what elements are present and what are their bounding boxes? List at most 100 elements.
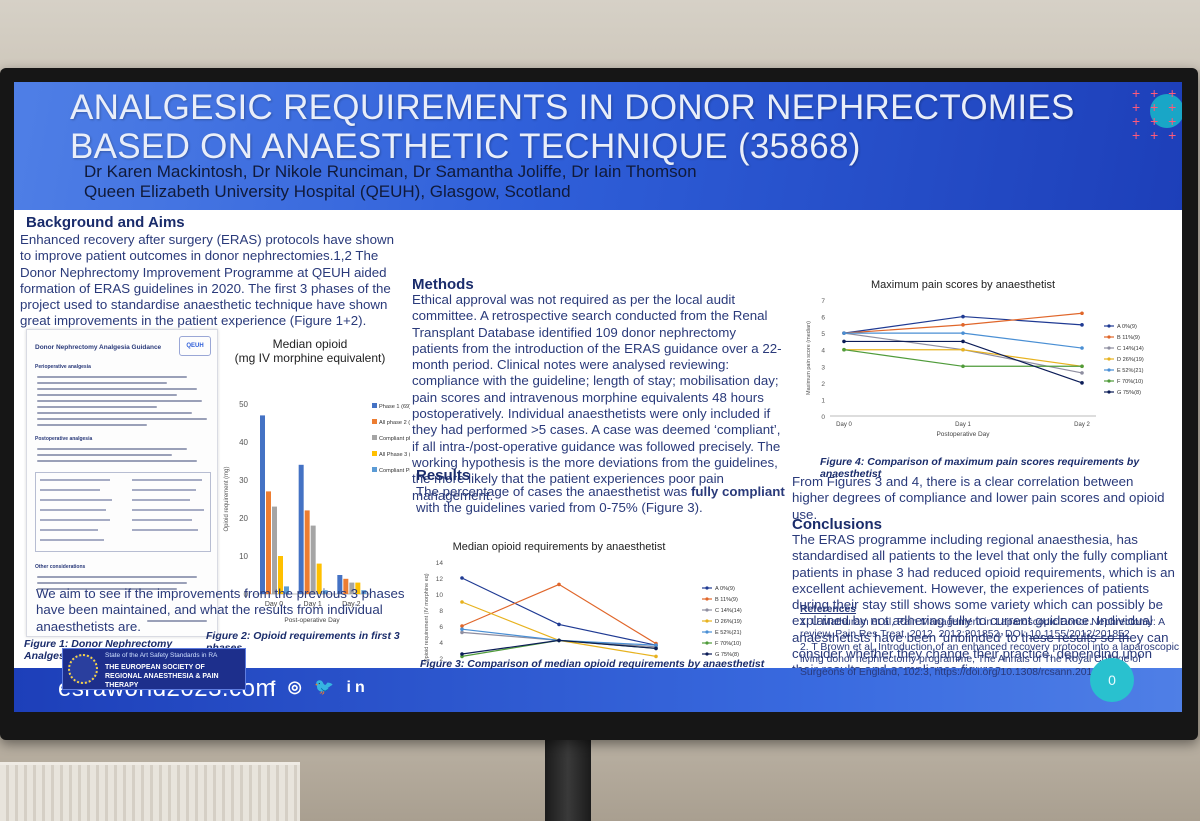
x-tick-label: Day 1 — [304, 601, 322, 608]
y-tick-label: 3 — [821, 364, 825, 371]
legend-swatch — [372, 403, 377, 408]
data-point — [842, 339, 846, 344]
y-tick-label: 7 — [821, 298, 825, 305]
bar — [349, 582, 355, 594]
legend-label: A 0%(9) — [715, 586, 735, 592]
y-axis-label: Opioid requirement (IV morphine eq) — [424, 573, 430, 662]
opioid-phases-chart: Median opioid(mg IV morphine equivalent)… — [224, 337, 410, 624]
x-tick-label: Day 2 — [342, 601, 360, 608]
data-point — [1080, 323, 1084, 327]
legend-label: All Phase 3 (41) — [379, 452, 410, 458]
y-tick-label: 5 — [821, 331, 825, 338]
bar — [361, 590, 367, 594]
poster-footer: esraworld2023.com f ◎ 🐦 in — [14, 668, 1182, 712]
poster-header: ANALGESIC REQUIREMENTS IN DONOR NEPHRECT… — [14, 82, 1182, 210]
x-tick-label: Day 2 — [1074, 422, 1090, 428]
data-point — [961, 364, 965, 369]
data-point — [460, 624, 464, 628]
legend-marker — [705, 608, 709, 612]
y-tick-label: 10 — [239, 552, 248, 561]
data-point — [557, 622, 561, 627]
background-wall — [0, 0, 1200, 70]
legend-label: All phase 2 (18) — [379, 420, 410, 426]
legend-label: E 52%(21) — [1117, 368, 1144, 374]
legend-marker — [705, 641, 709, 645]
legend-marker — [1107, 379, 1111, 383]
chart-title-line-2: (mg IV morphine equivalent) — [235, 351, 386, 365]
fully-compliant-emphasis: fully compliant — [690, 484, 785, 499]
decorative-circle-icon — [1150, 94, 1182, 128]
conclusions-heading: Conclusions — [792, 516, 883, 533]
chart-title: Maximum pain scores by anaesthetist — [871, 279, 1055, 291]
data-point — [842, 347, 846, 352]
data-point — [460, 627, 464, 631]
legend-marker — [1107, 324, 1111, 328]
data-point — [961, 347, 965, 352]
y-tick-label: 1 — [821, 397, 825, 404]
legend-label: F 70%(10) — [715, 641, 741, 647]
data-point — [961, 323, 965, 327]
bar — [304, 510, 310, 594]
bar — [310, 525, 316, 594]
legend-label: Compliant phase 2 (13) — [379, 436, 410, 442]
legend-swatch — [372, 435, 377, 440]
data-point — [460, 600, 464, 604]
figure-4-caption: Figure 4: Comparison of maximum pain sco… — [820, 456, 1140, 480]
legend-swatch — [372, 451, 377, 456]
methods-heading: Methods — [412, 276, 474, 293]
legend-label: A 0%(9) — [1117, 324, 1137, 330]
esra-website-link[interactable]: esraworld2023.com — [58, 675, 276, 702]
bar — [337, 575, 343, 594]
y-tick-label: 20 — [239, 514, 248, 523]
y-tick-label: 6 — [439, 624, 443, 631]
data-point — [1080, 346, 1084, 350]
data-point — [1080, 381, 1084, 385]
y-tick-label: 30 — [239, 476, 248, 485]
legend-label: Compliant Phase 3 (9) — [379, 468, 410, 474]
legend-marker — [705, 652, 709, 656]
data-point — [460, 630, 464, 635]
monitor-bezel: ANALGESIC REQUIREMENTS IN DONOR NEPHRECT… — [0, 68, 1198, 740]
y-tick-label: 8 — [439, 608, 443, 615]
y-tick-label: 2 — [439, 656, 443, 663]
y-tick-label: 2 — [821, 381, 825, 388]
guidance-document: Donor Nephrectomy Analgesia Guidance QEU… — [26, 329, 218, 637]
legend-marker — [1107, 346, 1111, 350]
data-point — [557, 582, 561, 587]
legend-swatch — [372, 467, 377, 472]
series-line — [843, 349, 1082, 367]
y-axis-label: Opioid requirement (mg) — [224, 466, 230, 531]
guidance-section: Postoperative analgesia — [35, 436, 93, 442]
data-point — [961, 331, 965, 335]
legend-label: C 14%(14) — [715, 608, 742, 614]
data-point — [460, 652, 464, 656]
poster-authors: Dr Karen Mackintosh, Dr Nikole Runciman,… — [84, 162, 697, 181]
legend-label: B 11%(9) — [1117, 335, 1140, 341]
social-media-icons[interactable]: f ◎ 🐦 in — [270, 679, 369, 696]
bar — [260, 415, 265, 594]
y-tick-label: 40 — [239, 438, 248, 447]
x-tick-label: Day 0 — [265, 601, 283, 608]
bar — [322, 590, 328, 594]
y-tick-label: 0 — [821, 414, 825, 421]
legend-label: Phase 1 (69) — [379, 404, 410, 410]
legend-marker — [1107, 335, 1111, 339]
guidance-table — [35, 472, 211, 552]
data-point — [1080, 364, 1084, 369]
qeuh-logo: QEUH — [179, 336, 211, 356]
chart-title: Median opioid — [273, 337, 348, 351]
data-point — [654, 654, 658, 659]
bar — [316, 563, 322, 594]
data-point — [1080, 311, 1084, 316]
legend-label: G 75%(8) — [715, 652, 739, 658]
legend-label: D 26%(19) — [1117, 357, 1144, 363]
data-point — [654, 646, 658, 651]
legend-label: F 70%(10) — [1117, 379, 1143, 385]
results-heading: Results — [416, 467, 471, 484]
y-tick-label: 0 — [244, 590, 249, 599]
guidance-section: Perioperative analgesia — [35, 364, 91, 370]
max-pain-by-anaesthetist-chart: Maximum pain scores by anaesthetist 0 1 2 3 4… — [806, 279, 1144, 438]
background-heading: Background and Aims — [26, 214, 185, 231]
bar — [266, 491, 271, 594]
data-point — [460, 576, 464, 580]
